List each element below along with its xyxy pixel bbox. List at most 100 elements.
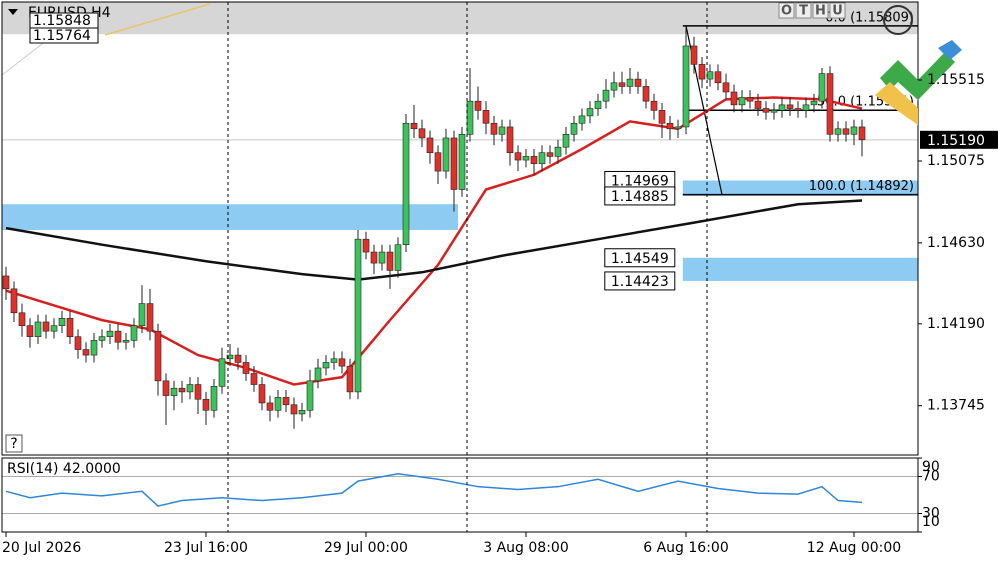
candle-body [674, 126, 682, 130]
rsi-label: RSI(14) 42.0000 [7, 461, 121, 477]
candle-body [530, 156, 538, 165]
candle-body [186, 384, 194, 393]
candle-body [650, 100, 658, 111]
candle-body [218, 358, 226, 387]
candle-body [266, 402, 274, 411]
candle-body [578, 115, 586, 124]
candle-body [458, 133, 466, 190]
level-label: 1.15764 [33, 28, 91, 44]
level-label-box [29, 27, 99, 44]
candle-body [658, 110, 666, 124]
candle-body [154, 330, 162, 382]
main-pane: 0.0 (1.15809)50.0 (1.15351)100.0 (1.1489… [2, 2, 918, 429]
candle-body [178, 387, 186, 393]
toolbar-button[interactable] [829, 2, 846, 19]
candle-body [394, 244, 402, 271]
candle-body [442, 137, 450, 172]
last-price-box [920, 130, 998, 149]
candle-body [562, 133, 570, 148]
candle-body [626, 78, 634, 87]
candle-body [18, 312, 26, 326]
candle-body [194, 384, 202, 400]
candle-body [2, 275, 10, 290]
x-tick-label: 20 Jul 2026 [2, 540, 81, 556]
logo-yellow [875, 82, 918, 125]
candle-body [746, 97, 754, 102]
logo-blue [938, 40, 962, 60]
candle-body [714, 71, 722, 84]
level-label: 1.15848 [33, 13, 91, 29]
toolbar-label[interactable]: T [799, 4, 808, 19]
zone-label-box [604, 271, 676, 291]
rsi-tick-label: 30 [922, 506, 940, 522]
candle-body [66, 317, 74, 337]
candle-body [290, 404, 298, 415]
candle-body [818, 73, 826, 102]
candle-body [402, 122, 410, 245]
toolbar-button[interactable] [778, 2, 795, 19]
menu-arrow[interactable] [8, 9, 18, 15]
candle-body [850, 126, 858, 135]
candle-body [762, 108, 770, 113]
candle-body [554, 146, 562, 157]
candle-body [586, 108, 594, 117]
candle-body [498, 126, 506, 135]
candle-body [42, 321, 50, 332]
candle-body [522, 156, 530, 161]
candle-body [90, 340, 98, 356]
candle-body [210, 386, 218, 411]
candle-body [490, 122, 498, 135]
toolbar-label[interactable]: O [781, 4, 792, 19]
toolbar-label[interactable]: H [815, 4, 826, 19]
candle-body [346, 365, 354, 393]
help-button[interactable] [5, 434, 23, 453]
fib-label: 100.0 (1.14892) [809, 179, 914, 194]
candle-body [386, 251, 394, 271]
candle-body [482, 110, 490, 124]
candle-body [50, 325, 58, 332]
candle-body [570, 122, 578, 135]
candle-body [258, 384, 266, 404]
candle-body [722, 82, 730, 93]
candle-body [642, 86, 650, 102]
last-price-label: 1.15190 [927, 133, 985, 149]
candle-body [602, 89, 610, 102]
candle-body [162, 380, 170, 396]
candle-body [730, 91, 738, 106]
candle-body [858, 126, 866, 141]
candle-body [378, 251, 386, 264]
candle-body [418, 128, 426, 139]
candle-body [842, 128, 850, 135]
candle-body [130, 325, 138, 341]
candle-body [690, 45, 698, 65]
x-tick-label: 29 Jul 00:00 [324, 540, 408, 556]
y-tick-label: 1.15515 [927, 72, 985, 88]
help-text[interactable]: ? [10, 436, 17, 452]
candle-body [826, 73, 834, 135]
zone-label: 1.14423 [611, 274, 669, 290]
candle-body [738, 97, 746, 106]
toolbar-button[interactable] [812, 2, 829, 19]
toolbar-label[interactable]: U [832, 4, 843, 19]
candle-body [794, 108, 802, 111]
candle-body [618, 82, 626, 87]
candle-body [834, 128, 842, 135]
zone-label-box [604, 186, 676, 206]
rsi-line [5, 472, 863, 507]
candle-body [98, 336, 106, 341]
y-tick-label: 1.14190 [927, 316, 985, 332]
rsi-tick-label: 90 [922, 459, 940, 475]
candle-body [34, 321, 42, 337]
zone [2, 204, 458, 230]
rsi-tick-label: 70 [922, 469, 940, 485]
moving-average [5, 199, 863, 281]
candle-body [778, 104, 786, 111]
candle-body [362, 238, 370, 253]
logo-circle [883, 5, 913, 35]
y-tick-label: 1.15075 [927, 153, 985, 169]
drawing-line [104, 3, 211, 36]
candle-body [138, 303, 146, 326]
toolbar-button[interactable] [795, 2, 812, 19]
candle-body [250, 373, 258, 385]
